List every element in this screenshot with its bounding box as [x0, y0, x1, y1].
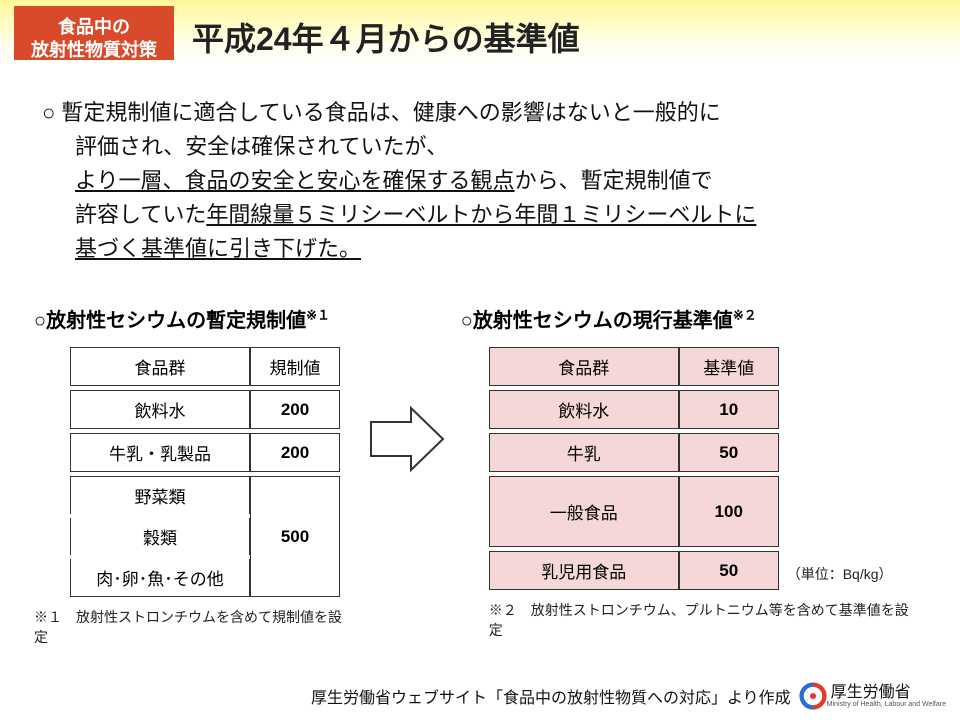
table-row: 牛乳 50: [489, 433, 779, 472]
header: 食品中の 放射性物質対策 平成24年４月からの基準値: [0, 0, 960, 68]
left-row1-val: 200: [250, 433, 340, 472]
arrow-cell: [367, 304, 447, 479]
left-title-text: 放射性セシウムの暫定規制値: [46, 310, 306, 332]
left-table: 食品群 規制値 飲料水 200 牛乳・乳製品 200 野菜類 500 穀類: [70, 343, 340, 601]
left-merged-cat0: 野菜類: [70, 476, 250, 514]
badge-line1: 食品中の: [28, 16, 160, 39]
intro-p2c-underline: 基づく基準値に引き下げた。: [75, 236, 361, 261]
left-header-cat: 食品群: [70, 347, 250, 386]
footer-org: 厚生労働省: [831, 685, 946, 701]
tables-row: ○ 放射性セシウムの暫定規制値※１ 食品群 規制値 飲料水 200 牛乳・乳製品 …: [42, 304, 918, 647]
right-title-text: 放射性セシウムの現行基準値: [473, 310, 733, 332]
right-table-block: ○放射性セシウムの現行基準値※２ 食品群 基準値 飲料水 10 牛乳 50: [461, 304, 918, 640]
left-row1-cat: 牛乳・乳製品: [70, 433, 250, 472]
right-row1-val: 50: [679, 433, 779, 472]
page-title: 平成24年４月からの基準値: [174, 0, 580, 68]
left-merged-cat2: 肉･卵･魚･その他: [70, 559, 250, 597]
intro-p2c: 基づく基準値に引き下げた。: [42, 232, 918, 266]
right-table: 食品群 基準値 飲料水 10 牛乳 50 一般食品 100: [489, 343, 779, 594]
intro-p2b-underline: 年間線量５ミリシーベルトから年間１ミリシーベルトに: [206, 202, 756, 227]
right-table-title: ○放射性セシウムの現行基準値※２: [461, 304, 918, 333]
right-title-sup: ※２: [733, 308, 757, 323]
intro-p1b: 評価され、安全は確保されていたが、: [42, 130, 918, 164]
left-title-sup: ※１: [306, 308, 330, 323]
right-row3-val: 50: [679, 551, 779, 590]
left-merged-val: 500: [250, 476, 340, 597]
body: ○ 暫定規制値に適合している食品は、健康への影響はないと一般的に 評価され、安全…: [0, 68, 960, 647]
left-merged-cat1: 穀類: [70, 518, 250, 555]
table-row: 飲料水 10: [489, 390, 779, 429]
table-row: 飲料水 200: [70, 390, 340, 429]
right-row0-val: 10: [679, 390, 779, 429]
badge-line2: 放射性物質対策: [28, 39, 160, 62]
table-row: 一般食品 100: [489, 476, 779, 547]
footer-logo-textblock: 厚生労働省 Ministry of Health, Labour and Wel…: [827, 685, 946, 708]
left-table-title: ○放射性セシウムの暫定規制値※１: [34, 304, 353, 333]
intro-p2a: より一層、食品の安全と安心を確保する観点から、暫定規制値で: [42, 164, 918, 198]
left-row0-val: 200: [250, 390, 340, 429]
right-note: ※２ 放射性ストロンチウム、プルトニウム等を含めて基準値を設定: [489, 600, 918, 640]
intro-p2b: 許容していた年間線量５ミリシーベルトから年間１ミリシーベルトに: [42, 198, 918, 232]
right-row1-cat: 牛乳: [489, 433, 679, 472]
table-row: 野菜類 500: [70, 476, 340, 514]
left-note: ※１ 放射性ストロンチウムを含めて規制値を設定: [34, 607, 353, 647]
right-header-cat: 食品群: [489, 347, 679, 386]
intro-p2a-rest: から、暫定規制値で: [515, 168, 713, 193]
right-unit: （単位：Bq/kg）: [787, 564, 893, 584]
right-row0-cat: 飲料水: [489, 390, 679, 429]
intro-p1a: 暫定規制値に適合している食品は、健康への影響はないと一般的に: [61, 100, 720, 125]
intro-p2a-underline: より一層、食品の安全と安心を確保する観点: [75, 168, 515, 193]
left-header-val: 規制値: [250, 347, 340, 386]
footer-org-sub: Ministry of Health, Labour and Welfare: [827, 701, 946, 708]
arrow-icon: [367, 404, 447, 474]
right-title-pre: ○: [461, 310, 473, 332]
intro-p2b-pre: 許容していた: [75, 202, 206, 227]
table-row: 牛乳・乳製品 200: [70, 433, 340, 472]
right-header-val: 基準値: [679, 347, 779, 386]
right-row3-cat: 乳児用食品: [489, 551, 679, 590]
ministry-logo-icon: [799, 682, 827, 710]
right-table-wrap: 食品群 基準値 飲料水 10 牛乳 50 一般食品 100: [461, 343, 918, 594]
left-row0-cat: 飲料水: [70, 390, 250, 429]
left-table-block: ○放射性セシウムの暫定規制値※１ 食品群 規制値 飲料水 200 牛乳・乳製品 …: [34, 304, 353, 647]
right-row2-cat: 一般食品: [489, 476, 679, 547]
table-header-row: 食品群 基準値: [489, 347, 779, 386]
category-badge: 食品中の 放射性物質対策: [14, 6, 174, 60]
intro-bullet: ○: [42, 100, 55, 125]
footer-text: 厚生労働省ウェブサイト「食品中の放射性物質への対応」より作成: [311, 684, 791, 708]
footer: 厚生労働省ウェブサイト「食品中の放射性物質への対応」より作成 厚生労働省 Min…: [311, 682, 946, 710]
footer-logo: 厚生労働省 Ministry of Health, Labour and Wel…: [799, 682, 946, 710]
right-row2-val: 100: [679, 476, 779, 547]
table-row: 乳児用食品 50: [489, 551, 779, 590]
left-title-pre: ○: [34, 310, 46, 332]
intro-text: ○ 暫定規制値に適合している食品は、健康への影響はないと一般的に 評価され、安全…: [42, 96, 918, 266]
table-header-row: 食品群 規制値: [70, 347, 340, 386]
